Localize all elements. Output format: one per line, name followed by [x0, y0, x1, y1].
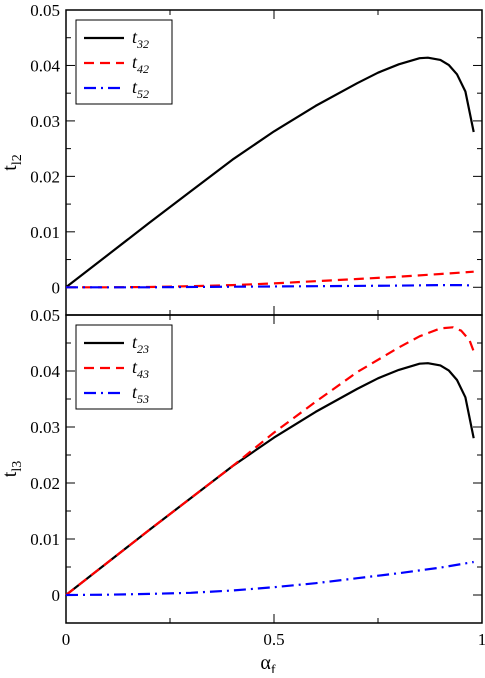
y-tick-label: 0: [52, 586, 61, 605]
y-tick-label: 0: [52, 278, 61, 297]
legend-label-main: t: [132, 357, 138, 377]
x-axis-label-sub: f: [271, 663, 276, 673]
panel-top: 0 0.01 0.02 0.03 0.04 0.05: [30, 1, 483, 316]
y-axis-label: tl3: [0, 461, 25, 477]
series-line-t23: [65, 362, 475, 596]
legend-label-sub: 53: [137, 392, 149, 406]
y-axis-label-main: t: [0, 165, 21, 171]
x-tick-label: 0: [62, 630, 71, 649]
panel-bottom: 0 0.01 0.02 0.03 0.04 0.05 0 0.5 1: [30, 306, 485, 649]
x-tick-label: 1: [478, 630, 485, 649]
series-line-t32: [65, 56, 475, 289]
legend-label-sub: 32: [136, 37, 149, 51]
y-tick-label: 0.04: [30, 56, 60, 75]
series-line-t42: [66, 270, 474, 289]
y-axis-label-sub: l2: [10, 154, 25, 165]
legend-label-main: t: [132, 77, 138, 97]
legend-label-sub: 52: [137, 87, 149, 101]
series-line-t53: [65, 560, 474, 597]
y-tick-label: 0.04: [30, 362, 60, 381]
legend-label: t23: [132, 332, 149, 356]
legend-label: t43: [132, 357, 149, 381]
legend-label: t42: [132, 52, 149, 76]
legend-label-sub: 23: [137, 342, 149, 356]
series-line-t52: [66, 284, 474, 289]
y-axis-label-main: t: [0, 471, 21, 477]
y-tick-label: 0.02: [30, 167, 60, 186]
legend-label: t32: [132, 27, 149, 51]
y-tick-label: 0.01: [30, 223, 60, 242]
y-axis-label-sub: l3: [10, 461, 25, 472]
legend-label-main: t: [132, 382, 138, 402]
y-axis-label: tl2: [0, 154, 25, 170]
legend-label-main: t: [132, 27, 138, 47]
y-tick-label: 0.03: [30, 418, 60, 437]
y-tick-label: 0.02: [30, 474, 60, 493]
legend-label-main: t: [132, 332, 138, 352]
legend-label-sub: 43: [137, 367, 149, 381]
y-tick-label: 0.03: [30, 112, 60, 131]
y-tick-label: 0.05: [30, 1, 60, 20]
legend-label-main: t: [132, 52, 138, 72]
legend-label-sub: 42: [137, 62, 149, 76]
x-axis-label: αf: [260, 652, 275, 673]
x-tick-label: 0.5: [263, 630, 284, 649]
y-tick-label: 0.05: [30, 306, 60, 325]
x-axis-label-main: α: [260, 652, 271, 673]
y-tick-label: 0.01: [30, 530, 60, 549]
legend-label: t53: [132, 382, 149, 406]
legend-label: t52: [132, 77, 149, 101]
